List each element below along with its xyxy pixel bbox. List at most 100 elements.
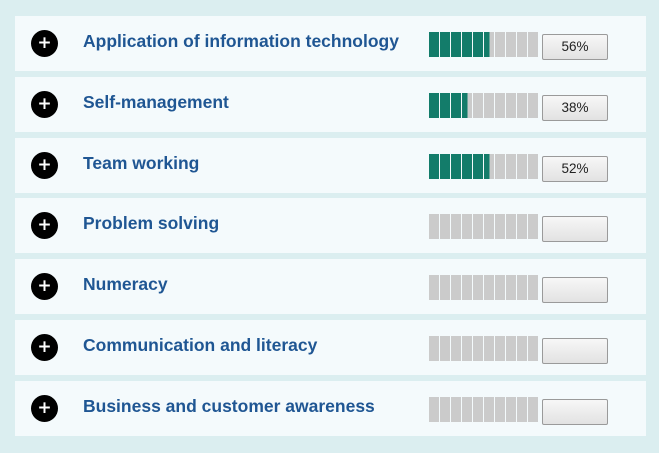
- progress-segment: [462, 214, 472, 239]
- progress-segment: [473, 397, 483, 422]
- percent-display: [542, 277, 608, 303]
- progress-segment: [484, 275, 494, 300]
- expand-plus-icon[interactable]: +: [31, 152, 58, 179]
- progress-segment: [440, 397, 450, 422]
- progress-segment: [484, 154, 494, 179]
- progress-segment: [484, 397, 494, 422]
- progress-segment: [440, 336, 450, 361]
- expand-plus-icon[interactable]: +: [31, 273, 58, 300]
- progress-segment: [495, 336, 505, 361]
- expand-plus-icon[interactable]: +: [31, 334, 58, 361]
- percent-display: [542, 338, 608, 364]
- progress-segment: [506, 336, 516, 361]
- expand-plus-icon[interactable]: +: [31, 91, 58, 118]
- expand-plus-icon[interactable]: +: [31, 30, 58, 57]
- progress-segment: [462, 154, 472, 179]
- progress-segment: [440, 275, 450, 300]
- percent-display: [542, 216, 608, 242]
- progress-meter: [429, 397, 542, 422]
- progress-segment: [429, 32, 439, 57]
- progress-segment: [473, 154, 483, 179]
- progress-segment: [528, 397, 538, 422]
- progress-segment: [473, 214, 483, 239]
- progress-segment: [528, 93, 538, 118]
- progress-segment: [528, 336, 538, 361]
- progress-segment: [528, 154, 538, 179]
- progress-segment: [484, 93, 494, 118]
- progress-segment: [462, 275, 472, 300]
- progress-segment: [429, 275, 439, 300]
- skill-label: Team working: [83, 153, 200, 173]
- progress-segment: [506, 275, 516, 300]
- skill-label: Numeracy: [83, 274, 168, 294]
- expand-plus-icon[interactable]: +: [31, 212, 58, 239]
- progress-segment: [440, 214, 450, 239]
- progress-segment: [462, 93, 472, 118]
- progress-segment: [440, 154, 450, 179]
- skill-row-numeracy: + Numeracy: [15, 259, 646, 314]
- progress-segment: [528, 275, 538, 300]
- progress-meter: [429, 154, 542, 179]
- skill-row-communication-literacy: + Communication and literacy: [15, 320, 646, 375]
- progress-segment: [451, 397, 461, 422]
- progress-segment: [506, 154, 516, 179]
- progress-segment: [506, 397, 516, 422]
- progress-segment: [484, 214, 494, 239]
- skill-row-information-technology: + Application of information technology …: [15, 16, 646, 71]
- progress-segment: [429, 336, 439, 361]
- progress-segment: [473, 336, 483, 361]
- progress-segment: [484, 32, 494, 57]
- progress-segment: [462, 32, 472, 57]
- progress-meter: [429, 93, 542, 118]
- progress-segment: [429, 214, 439, 239]
- progress-segment: [495, 214, 505, 239]
- progress-segment: [495, 154, 505, 179]
- progress-segment: [429, 397, 439, 422]
- progress-segment: [440, 93, 450, 118]
- progress-segment: [506, 214, 516, 239]
- progress-segment: [473, 32, 483, 57]
- progress-segment: [451, 32, 461, 57]
- progress-meter: [429, 32, 542, 57]
- progress-segment: [462, 397, 472, 422]
- progress-segment: [495, 275, 505, 300]
- percent-display: [542, 399, 608, 425]
- skill-row-self-management: + Self-management 38%: [15, 77, 646, 132]
- progress-segment: [517, 275, 527, 300]
- expand-plus-icon[interactable]: +: [31, 395, 58, 422]
- skill-label: Communication and literacy: [83, 335, 318, 355]
- progress-segment: [473, 93, 483, 118]
- progress-segment: [517, 397, 527, 422]
- progress-segment: [451, 336, 461, 361]
- progress-segment: [506, 93, 516, 118]
- percent-display: 56%: [542, 34, 608, 60]
- skill-row-problem-solving: + Problem solving: [15, 198, 646, 253]
- skill-label: Application of information technology: [83, 31, 399, 51]
- progress-segment: [451, 93, 461, 118]
- progress-segment: [451, 214, 461, 239]
- progress-segment: [451, 275, 461, 300]
- progress-segment: [462, 336, 472, 361]
- progress-segment: [528, 214, 538, 239]
- percent-display: 52%: [542, 156, 608, 182]
- progress-segment: [528, 32, 538, 57]
- progress-segment: [506, 32, 516, 57]
- progress-segment: [429, 93, 439, 118]
- progress-meter: [429, 214, 542, 239]
- progress-segment: [495, 93, 505, 118]
- progress-segment: [517, 93, 527, 118]
- progress-segment: [451, 154, 461, 179]
- progress-segment: [473, 275, 483, 300]
- progress-segment: [429, 154, 439, 179]
- progress-segment: [517, 336, 527, 361]
- progress-segment: [495, 397, 505, 422]
- progress-meter: [429, 275, 542, 300]
- progress-segment: [517, 32, 527, 57]
- skill-row-team-working: + Team working 52%: [15, 138, 646, 193]
- skill-label: Problem solving: [83, 213, 220, 233]
- skill-label: Self-management: [83, 92, 229, 112]
- percent-display: 38%: [542, 95, 608, 121]
- skill-label: Business and customer awareness: [83, 396, 375, 416]
- skill-row-business-customer-awareness: + Business and customer awareness: [15, 381, 646, 436]
